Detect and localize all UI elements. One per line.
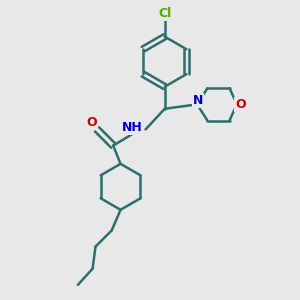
- Text: O: O: [235, 98, 246, 111]
- Text: O: O: [86, 116, 97, 129]
- Text: N: N: [193, 94, 203, 107]
- Text: Cl: Cl: [158, 8, 171, 20]
- Text: NH: NH: [122, 122, 143, 134]
